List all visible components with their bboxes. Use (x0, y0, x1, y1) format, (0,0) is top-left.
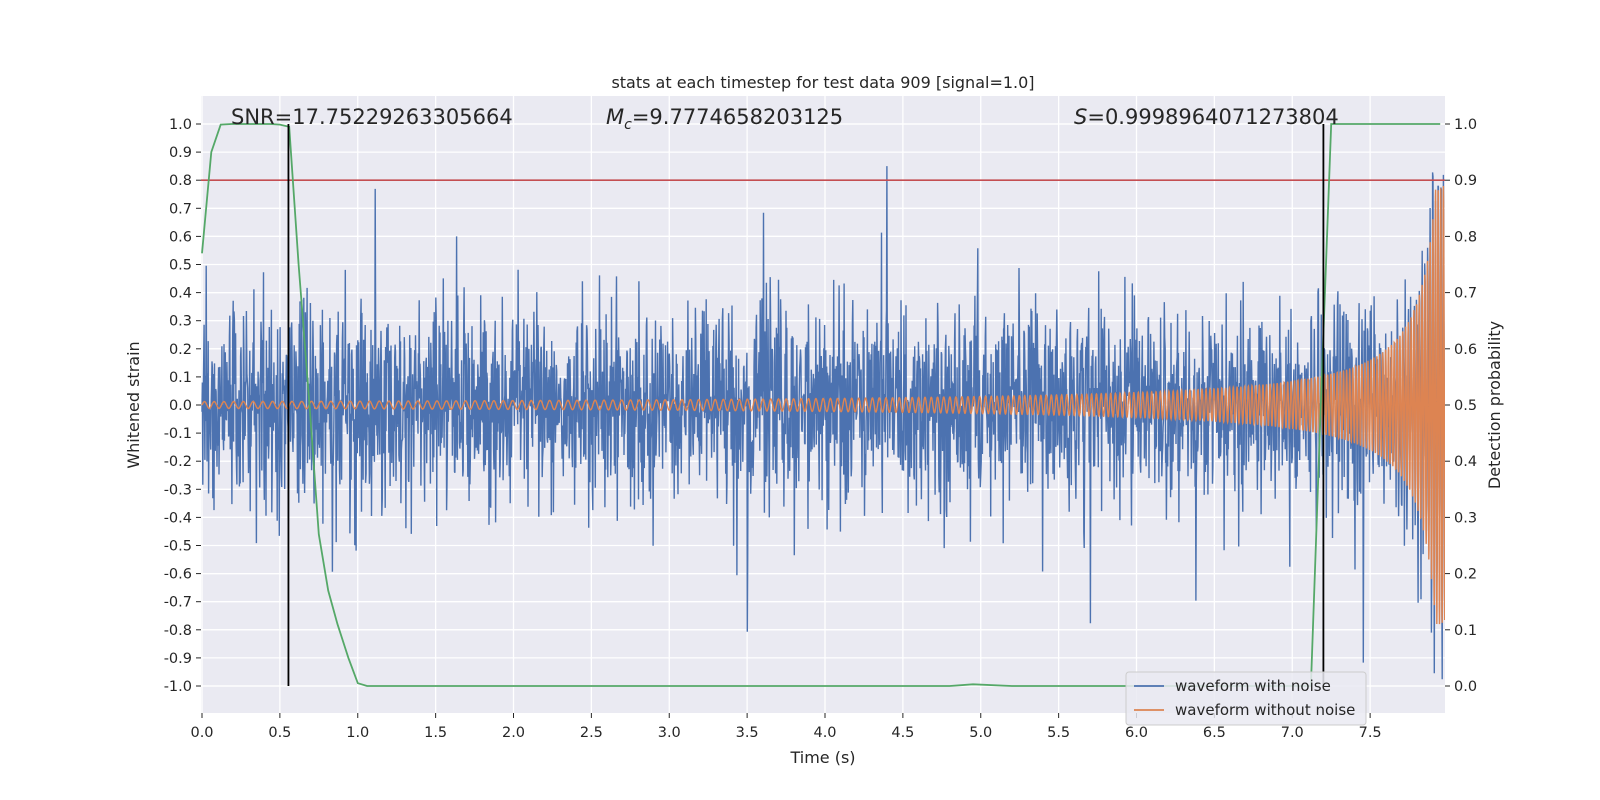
y-tick-label: -0.3 (164, 482, 192, 498)
x-tick-label: 2.0 (502, 725, 525, 741)
y-tick-label: 0.0 (169, 398, 192, 414)
y-right-tick-label: 0.3 (1454, 510, 1477, 526)
y-tick-label: 0.6 (169, 229, 192, 245)
y-tick-label: 0.5 (169, 258, 192, 274)
mc-value: =9.7774658203125 (632, 105, 843, 129)
s-value: =0.9998964071273804 (1087, 105, 1338, 129)
y-right-tick-label: 0.5 (1454, 398, 1477, 414)
x-tick-label: 3.0 (658, 725, 681, 741)
x-tick-label: 1.0 (346, 725, 369, 741)
y-tick-label: 0.8 (169, 173, 192, 189)
y-tick-label: 0.9 (169, 145, 192, 161)
legend: waveform with noise waveform without noi… (1125, 671, 1367, 726)
y-right-tick-label: 0.1 (1454, 623, 1477, 639)
y-tick-label: 0.4 (169, 286, 192, 302)
y-tick-label: 1.0 (169, 117, 192, 133)
x-tick-label: 1.5 (424, 725, 447, 741)
chart-title: stats at each timestep for test data 909… (611, 73, 1034, 92)
mc-symbol: M (606, 105, 624, 129)
chirp-mass-annotation: Mc=9.7774658203125 (606, 105, 843, 133)
snr-annotation: SNR=17.75229263305664 (231, 105, 513, 129)
y-tick-label: -0.7 (164, 595, 192, 611)
y-tick-label: -0.4 (164, 510, 192, 526)
y-ticks-right: 1.0 0.9 0.8 0.7 0.6 0.5 0.4 0.3 0.2 0.1 0.0 (1445, 117, 1477, 695)
y-tick-label: 0.7 (169, 201, 192, 217)
y-ticks-left: 1.0 0.9 0.8 0.7 0.6 0.5 0.4 0.3 0.2 0.1 0.0 -0.1 -0.… (164, 117, 201, 695)
y-tick-label: -0.5 (164, 539, 192, 555)
x-tick-label: 4.0 (813, 725, 836, 741)
y-right-tick-label: 0.4 (1454, 454, 1477, 470)
mc-subscript: c (624, 117, 632, 133)
x-ticks: 0.0 0.5 1.0 1.5 2.0 2.5 3.0 3.5 4.0 4.5 5.0 5.5 6.0 6… (190, 713, 1382, 741)
s-annotation: S=0.9998964071273804 (1074, 105, 1339, 129)
x-tick-label: 7.0 (1281, 725, 1304, 741)
y-tick-label: 0.1 (169, 370, 192, 386)
y-tick-label: 0.2 (169, 342, 192, 358)
x-tick-label: 6.0 (1125, 725, 1148, 741)
x-tick-label: 5.5 (1047, 725, 1070, 741)
y-tick-label: -0.1 (164, 426, 192, 442)
y-tick-label: -0.2 (164, 454, 192, 470)
x-tick-label: 7.5 (1359, 725, 1382, 741)
x-tick-label: 0.0 (190, 725, 213, 741)
s-symbol: S (1074, 105, 1087, 129)
x-tick-label: 4.5 (891, 725, 914, 741)
x-tick-label: 0.5 (268, 725, 291, 741)
y-tick-label: 0.3 (169, 314, 192, 330)
y-right-tick-label: 0.7 (1454, 286, 1477, 302)
legend-label-clean: waveform without noise (1175, 701, 1355, 719)
y-axis-label: Whitened strain (124, 341, 143, 468)
y-right-tick-label: 0.0 (1454, 679, 1477, 695)
y-tick-label: -0.9 (164, 651, 192, 667)
y-right-tick-label: 0.2 (1454, 567, 1477, 583)
legend-box (1125, 671, 1367, 726)
legend-label-noise: waveform with noise (1175, 677, 1331, 695)
series-waveform-without-noise (201, 185, 1445, 625)
y-right-tick-label: 1.0 (1454, 117, 1477, 133)
x-axis-label: Time (s) (789, 748, 855, 767)
y-right-tick-label: 0.6 (1454, 342, 1477, 358)
y-axis-label-right: Detection probability (1485, 321, 1504, 489)
y-right-tick-label: 0.9 (1454, 173, 1477, 189)
y-right-tick-label: 0.8 (1454, 229, 1477, 245)
x-tick-label: 6.5 (1203, 725, 1226, 741)
y-tick-label: -1.0 (164, 679, 192, 695)
y-tick-label: -0.6 (164, 567, 192, 583)
x-tick-label: 5.0 (969, 725, 992, 741)
x-tick-label: 3.5 (736, 725, 759, 741)
y-tick-label: -0.8 (164, 623, 192, 639)
x-tick-label: 2.5 (580, 725, 603, 741)
